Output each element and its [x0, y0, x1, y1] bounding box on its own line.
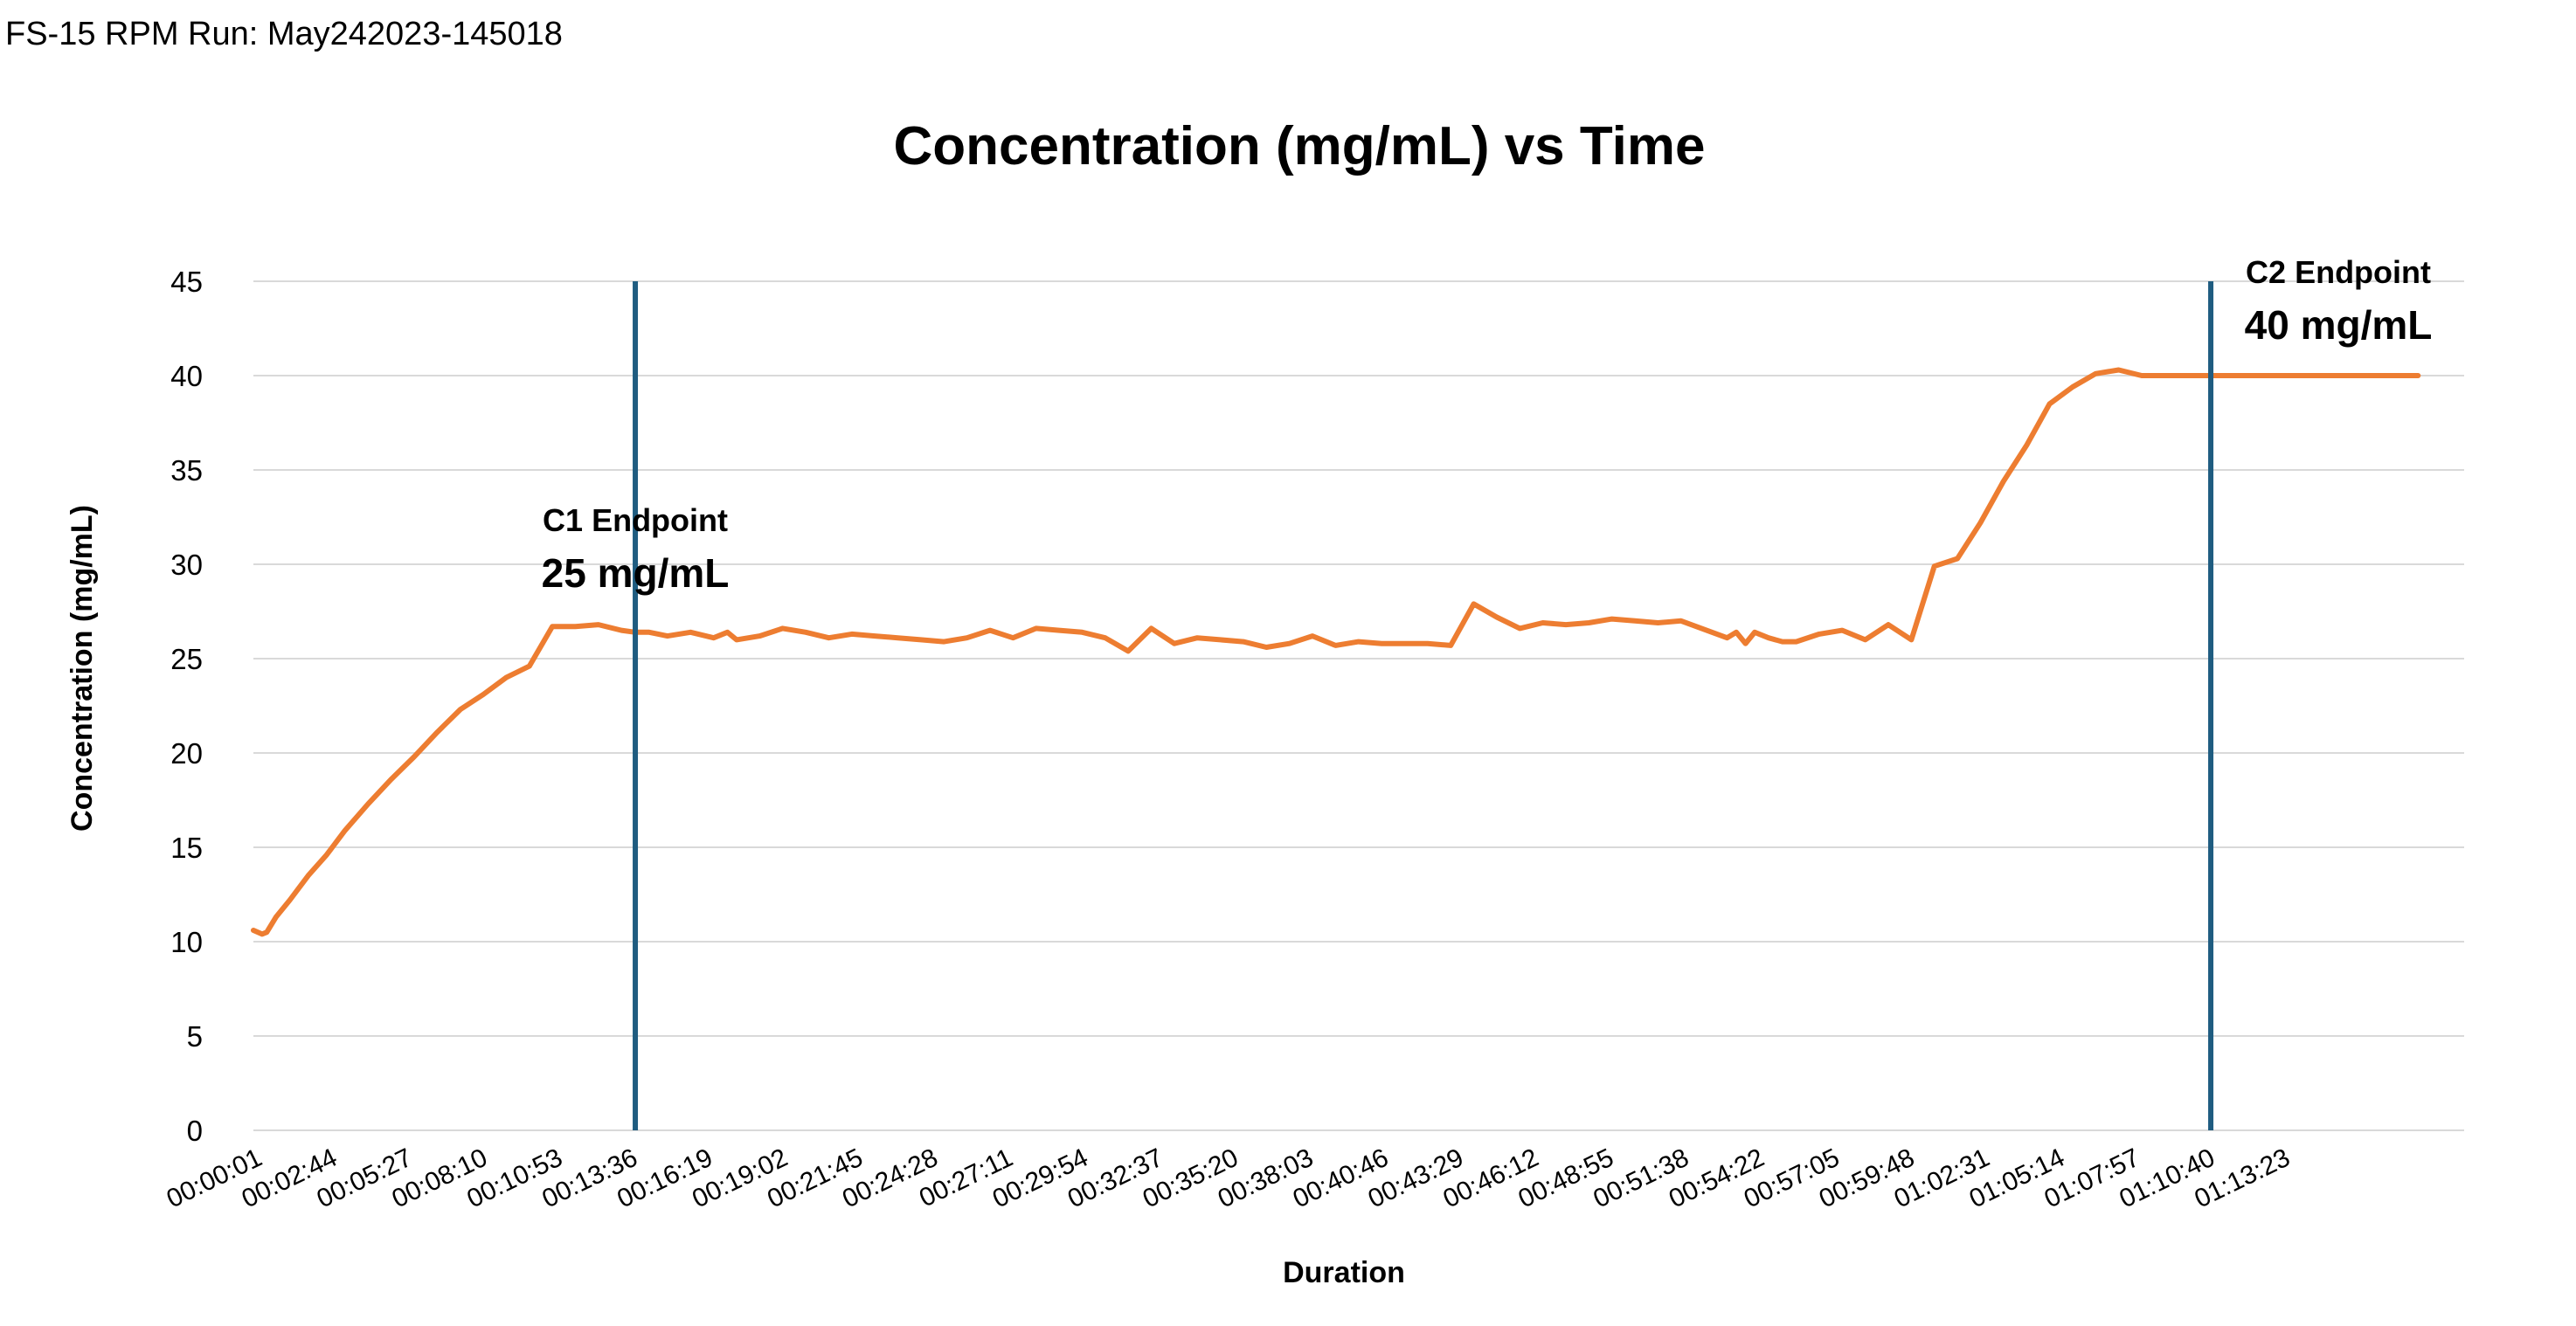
y-tick-label: 40	[170, 360, 203, 392]
y-axis-ticks: 0 5 10 15 20 25 30 35 40 45	[170, 266, 203, 1147]
y-tick-label: 15	[170, 832, 203, 864]
y-tick-label: 20	[170, 737, 203, 770]
c1-endpoint-value: 25 mg/mL	[542, 550, 730, 596]
c2-endpoint-value: 40 mg/mL	[2245, 302, 2433, 348]
y-tick-label: 30	[170, 549, 203, 581]
y-tick-label: 10	[170, 926, 203, 958]
gridlines	[253, 280, 2464, 1131]
endpoint-annotations: C1 Endpoint 25 mg/mL C2 Endpoint 40 mg/mL	[542, 254, 2433, 1130]
chart-title: Concentration (mg/mL) vs Time	[894, 116, 1706, 176]
y-tick-label: 35	[170, 454, 203, 487]
y-tick-label: 5	[187, 1020, 203, 1053]
run-label: FS-15 RPM Run: May242023-145018	[5, 16, 563, 52]
y-tick-label: 0	[187, 1115, 203, 1147]
x-axis-title: Duration	[1283, 1256, 1405, 1289]
series-line-concentration	[251, 367, 2421, 937]
series-layer	[251, 367, 2421, 937]
c2-endpoint-label: C2 Endpoint	[2246, 254, 2431, 290]
y-tick-label: 25	[170, 643, 203, 675]
c1-endpoint-label: C1 Endpoint	[543, 502, 728, 538]
y-axis-title: Concentration (mg/mL)	[66, 505, 99, 832]
y-tick-label: 45	[170, 266, 203, 298]
x-axis-ticks: 00:00:0100:02:4400:05:2700:08:1000:10:53…	[163, 1143, 2295, 1214]
